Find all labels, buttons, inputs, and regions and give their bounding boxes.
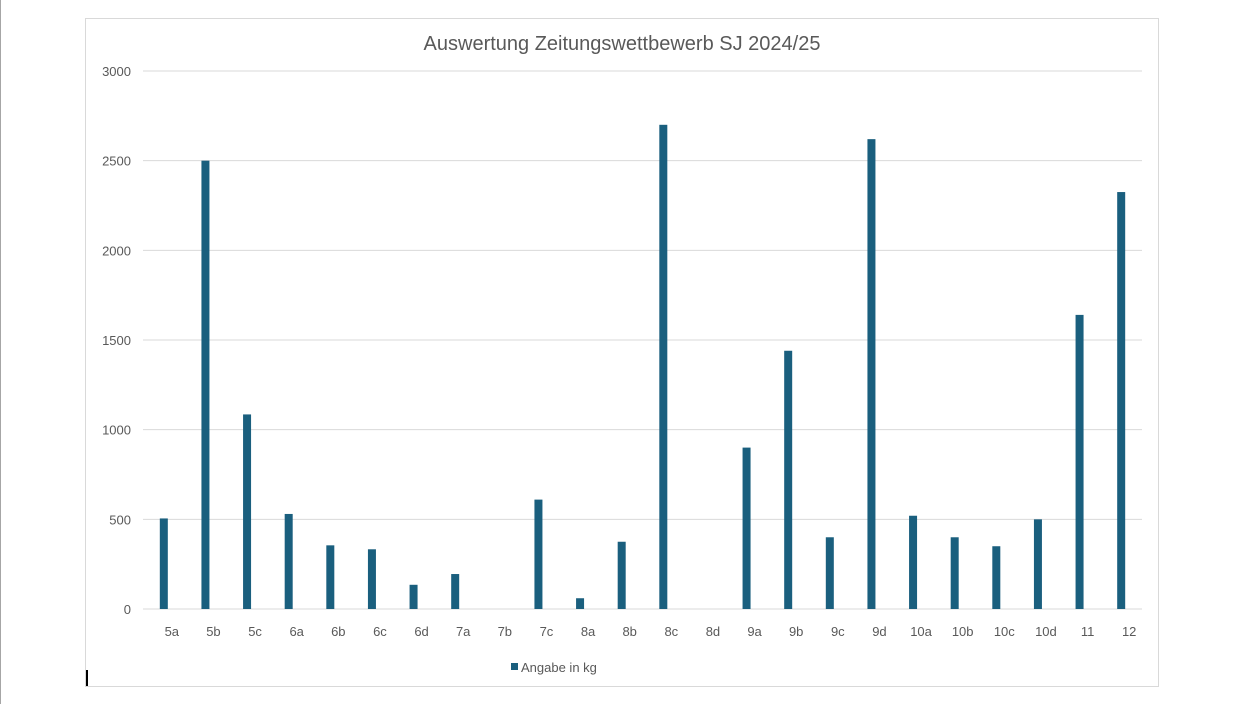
x-tick-label: 5a	[165, 624, 180, 639]
bar-10c	[992, 546, 1001, 609]
bar-7c	[534, 499, 543, 609]
bar-5b	[201, 160, 210, 609]
text-cursor	[86, 670, 88, 686]
x-tick-label: 7c	[540, 624, 554, 639]
x-tick-label: 6c	[373, 624, 387, 639]
bar-11	[1075, 314, 1084, 609]
bar-6d	[409, 584, 418, 609]
x-tick-label: 8c	[664, 624, 678, 639]
y-tick-label: 1000	[102, 423, 131, 438]
gridlines	[143, 70, 1142, 610]
x-axis-tick-labels: 5a 5b 5c 6a 6b 6c 6d 7a 7b 7c 8a 8b 8c 8d 9a 9b 9c 9d 10a 1…	[165, 624, 1137, 639]
bar-6b	[326, 545, 335, 609]
legend-label: Angabe in kg	[521, 660, 597, 675]
bar-10a	[909, 515, 918, 609]
bar-8c	[659, 124, 668, 610]
x-tick-label: 10c	[994, 624, 1015, 639]
window-left-border	[0, 0, 1, 704]
bars	[159, 124, 1126, 610]
x-tick-label: 10b	[952, 624, 974, 639]
bar-5a	[159, 518, 168, 609]
bar-8b	[617, 541, 626, 609]
y-tick-label: 3000	[102, 64, 131, 79]
y-tick-label: 2000	[102, 243, 131, 258]
y-tick-label: 1500	[102, 333, 131, 348]
x-tick-label: 8a	[581, 624, 596, 639]
bar-9c	[825, 537, 834, 609]
x-tick-label: 5b	[206, 624, 220, 639]
chart-title: Auswertung Zeitungswettbewerb SJ 2024/25	[424, 33, 821, 55]
bar-9d	[867, 139, 876, 609]
x-tick-label: 7a	[456, 624, 471, 639]
x-tick-label: 8d	[706, 624, 720, 639]
bar-6a	[284, 513, 293, 609]
y-tick-label: 2500	[102, 154, 131, 169]
bar-8a	[576, 598, 585, 609]
x-tick-label: 6a	[289, 624, 304, 639]
x-tick-label: 9d	[872, 624, 886, 639]
y-tick-label: 0	[124, 602, 131, 617]
x-tick-label: 6d	[414, 624, 428, 639]
legend-swatch	[511, 663, 518, 670]
x-tick-label: 10a	[910, 624, 932, 639]
x-tick-label: 5c	[248, 624, 262, 639]
x-tick-label: 12	[1122, 624, 1136, 639]
x-tick-label: 9c	[831, 624, 845, 639]
bar-6c	[367, 549, 376, 609]
x-tick-label: 8b	[622, 624, 636, 639]
x-tick-label: 6b	[331, 624, 345, 639]
bar-5c	[243, 414, 252, 609]
bar-10b	[950, 537, 959, 609]
bar-7a	[451, 574, 460, 609]
legend: Angabe in kg	[511, 660, 597, 675]
bar-10d	[1033, 519, 1042, 609]
bar-12	[1117, 192, 1126, 610]
y-axis-tick-labels: 0 500 1000 1500 2000 2500 3000	[102, 64, 131, 617]
x-tick-label: 9b	[789, 624, 803, 639]
x-tick-label: 11	[1081, 624, 1095, 639]
y-tick-label: 500	[109, 512, 131, 527]
bar-9b	[784, 350, 793, 609]
x-tick-label: 10d	[1035, 624, 1057, 639]
x-tick-label: 9a	[747, 624, 762, 639]
x-tick-label: 7b	[498, 624, 512, 639]
bar-9a	[742, 447, 751, 609]
